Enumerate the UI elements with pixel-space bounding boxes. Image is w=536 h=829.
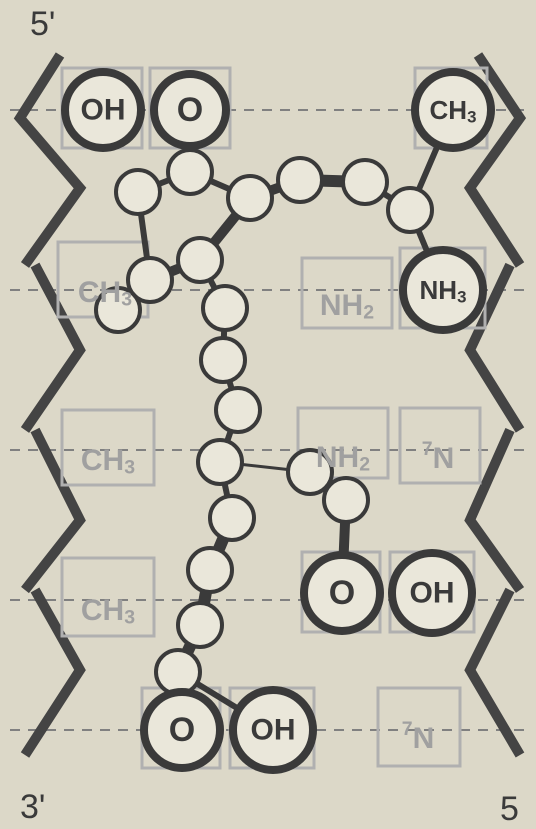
chain-node-n2 — [228, 176, 272, 220]
corner-tl: 5' — [30, 5, 55, 43]
chain-node-n4 — [343, 160, 387, 204]
chain-node-n14 — [324, 478, 368, 522]
circ-oh-r4-label: OH — [410, 577, 455, 610]
chain-node-n8 — [178, 238, 222, 282]
chain-node-n17 — [178, 603, 222, 647]
chain-node-n0 — [116, 170, 160, 214]
circ-oh-l5-label: OH — [251, 714, 296, 747]
chain-node-n16 — [188, 548, 232, 592]
circ-oh-tl-label: OH — [81, 94, 126, 127]
circ-o-tl-label: O — [177, 91, 203, 129]
chain-node-n5 — [388, 188, 432, 232]
chain-node-n10 — [201, 338, 245, 382]
circ-o-l5-label: O — [169, 711, 195, 749]
chain-node-n18 — [156, 650, 200, 694]
chain-node-n12 — [198, 440, 242, 484]
corner-bl: 3' — [20, 788, 45, 826]
corner-br: 5 — [500, 790, 519, 828]
chain-node-n15 — [210, 496, 254, 540]
chain-node-n11 — [216, 388, 260, 432]
circ-o-r4-label: O — [329, 574, 355, 612]
chain-node-n9 — [203, 286, 247, 330]
chain-node-n1 — [168, 150, 212, 194]
chain-node-n3 — [278, 158, 322, 202]
